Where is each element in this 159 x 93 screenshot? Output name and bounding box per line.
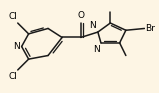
Text: N: N [13,42,20,51]
Text: O: O [77,11,84,20]
Text: Br: Br [145,24,155,33]
Text: N: N [90,21,96,30]
Text: N: N [93,45,99,54]
Text: Cl: Cl [8,72,17,81]
Text: Cl: Cl [8,12,17,21]
